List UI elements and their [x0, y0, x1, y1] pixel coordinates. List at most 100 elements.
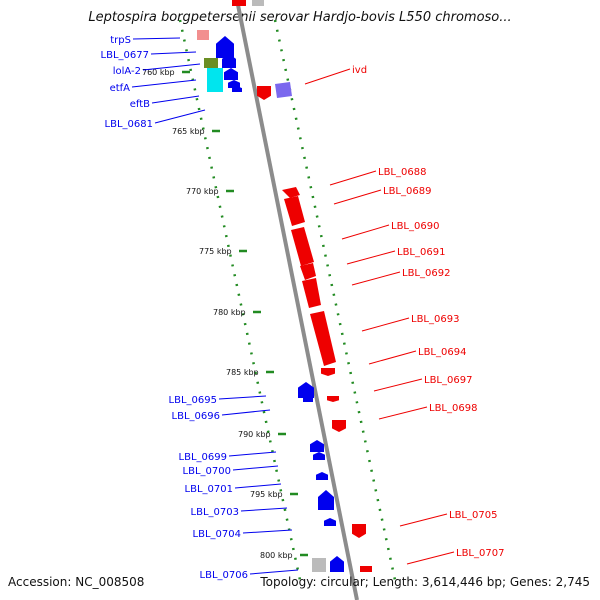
- gene-label-left[interactable]: LBL_0699: [179, 452, 227, 463]
- chromosome-backbone: [235, 0, 359, 600]
- label-leader-line: [154, 109, 206, 124]
- label-leader-line: [406, 551, 455, 565]
- forward-gene-arrow[interactable]: [310, 311, 336, 366]
- gene-label-right[interactable]: LBL_0697: [424, 375, 472, 386]
- kbp-mark-label: 770 kbp: [186, 187, 219, 196]
- gene-label-right[interactable]: LBL_0698: [429, 403, 477, 414]
- forward-gene-arrow[interactable]: [327, 396, 339, 402]
- gene-label-left[interactable]: LBL_0695: [169, 395, 217, 406]
- forward-gene-arrow[interactable]: [332, 420, 346, 432]
- reverse-gene-arrow[interactable]: [232, 86, 242, 92]
- label-leader-line: [304, 68, 351, 85]
- kbp-mark-label: 790 kbp: [238, 430, 271, 439]
- reverse-gene-arrow[interactable]: [310, 440, 324, 452]
- gene-label-left[interactable]: LBL_0703: [191, 507, 239, 518]
- label-leader-line: [351, 271, 401, 286]
- reverse-gene-arrow[interactable]: [224, 68, 238, 80]
- left-gene-labels: trpS LBL_0677 lolA-2 etfA eftB LBL_0681 LBL_06…: [101, 35, 299, 581]
- kbp-scale: 760 kbp 765 kbp 770 kbp 775 kbp 780 kbp 785 k…: [142, 68, 308, 560]
- label-leader-line: [399, 513, 448, 527]
- topology-summary: Topology: circular; Length: 3,614,446 bp…: [260, 575, 590, 589]
- label-leader-line: [346, 250, 396, 265]
- reverse-gene-arrow[interactable]: [330, 556, 344, 572]
- gene-box[interactable]: [232, 0, 246, 6]
- forward-gene-arrow[interactable]: [302, 278, 321, 308]
- gene-label-left[interactable]: etfA: [110, 83, 131, 94]
- gene-label-left[interactable]: LBL_0706: [200, 570, 248, 581]
- reverse-gene-arrow[interactable]: [318, 490, 334, 510]
- label-leader-line: [249, 569, 299, 575]
- reverse-gene-arrow[interactable]: [316, 472, 328, 480]
- label-leader-line: [378, 406, 428, 420]
- gene-box[interactable]: [275, 82, 292, 98]
- gene-box[interactable]: [204, 58, 218, 68]
- gene-label-left[interactable]: LBL_0681: [105, 119, 153, 130]
- gene-label-left[interactable]: LBL_0701: [185, 484, 233, 495]
- kbp-mark-label: 800 kbp: [260, 551, 293, 560]
- forward-gene-arrow[interactable]: [257, 86, 271, 100]
- reverse-gene-arrow[interactable]: [303, 394, 313, 402]
- gene-label-right[interactable]: LBL_0689: [383, 186, 431, 197]
- kbp-mark-label: 780 kbp: [213, 308, 246, 317]
- gene-label-right[interactable]: LBL_0693: [411, 314, 459, 325]
- gene-label-left[interactable]: LBL_0696: [172, 411, 220, 422]
- kbp-mark-label: 795 kbp: [250, 490, 283, 499]
- gene-box[interactable]: [252, 0, 264, 6]
- gene-box[interactable]: [197, 30, 209, 40]
- kbp-mark-label: 765 kbp: [172, 127, 205, 136]
- label-leader-line: [242, 529, 293, 534]
- right-gene-labels: ivd LBL_0688 LBL_0689 LBL_0690 LBL_0691 LBL_0…: [304, 65, 504, 565]
- label-leader-line: [142, 63, 201, 71]
- reverse-gene-arrow[interactable]: [313, 452, 325, 460]
- gene-label-left[interactable]: lolA-2: [113, 66, 141, 77]
- gene-label-right[interactable]: LBL_0690: [391, 221, 439, 232]
- forward-gene-arrow[interactable]: [321, 368, 335, 376]
- forward-gene-arrow[interactable]: [352, 524, 366, 538]
- label-leader-line: [132, 37, 181, 40]
- label-leader-line: [150, 51, 197, 55]
- label-leader-line: [333, 189, 382, 205]
- kbp-mark-label: 775 kbp: [199, 247, 232, 256]
- gene-label-right[interactable]: ivd: [352, 65, 367, 76]
- gene-label-left[interactable]: LBL_0677: [101, 50, 149, 61]
- label-leader-line: [218, 395, 267, 400]
- gene-label-left[interactable]: eftB: [130, 99, 150, 110]
- kbp-mark-label: 760 kbp: [142, 68, 175, 77]
- gene-label-left[interactable]: LBL_0704: [193, 529, 241, 540]
- label-leader-line: [361, 317, 410, 332]
- gene-box[interactable]: [312, 558, 326, 572]
- gene-label-right[interactable]: LBL_0691: [397, 247, 445, 258]
- gene-label-left[interactable]: LBL_0700: [183, 466, 231, 477]
- map-title: Leptospira borgpetersenii serovar Hardjo…: [88, 10, 512, 25]
- gene-label-right[interactable]: LBL_0694: [418, 347, 466, 358]
- label-leader-line: [341, 224, 390, 240]
- label-leader-line: [151, 95, 200, 104]
- label-leader-line: [131, 79, 197, 88]
- gene-features: [197, 0, 372, 572]
- gene-label-right[interactable]: LBL_0707: [456, 548, 504, 559]
- gene-label-right[interactable]: LBL_0692: [402, 268, 450, 279]
- gene-box[interactable]: [360, 566, 372, 572]
- label-leader-line: [368, 350, 417, 365]
- reverse-gene-arrow[interactable]: [298, 382, 314, 398]
- forward-gene-arrow[interactable]: [291, 227, 314, 266]
- gene-label-right[interactable]: LBL_0688: [378, 167, 426, 178]
- label-leader-line: [228, 451, 277, 457]
- forward-gene-arrow[interactable]: [284, 196, 305, 226]
- label-leader-line: [234, 483, 282, 489]
- forward-gene-arrow[interactable]: [300, 263, 316, 280]
- gene-label-right[interactable]: LBL_0705: [449, 510, 497, 521]
- forward-gene-arrow[interactable]: [282, 187, 300, 198]
- reverse-gene-arrow[interactable]: [324, 518, 336, 526]
- label-leader-line: [240, 507, 288, 512]
- accession-text: Accession: NC_008508: [8, 575, 145, 589]
- label-leader-line: [329, 170, 377, 186]
- reverse-gene-arrow[interactable]: [216, 36, 234, 58]
- reverse-gene-arrow[interactable]: [222, 54, 236, 68]
- gene-box[interactable]: [207, 68, 223, 92]
- label-leader-line: [232, 465, 279, 471]
- label-leader-line: [221, 409, 271, 416]
- kbp-mark-label: 785 kbp: [226, 368, 259, 377]
- gene-label-left[interactable]: trpS: [110, 35, 131, 46]
